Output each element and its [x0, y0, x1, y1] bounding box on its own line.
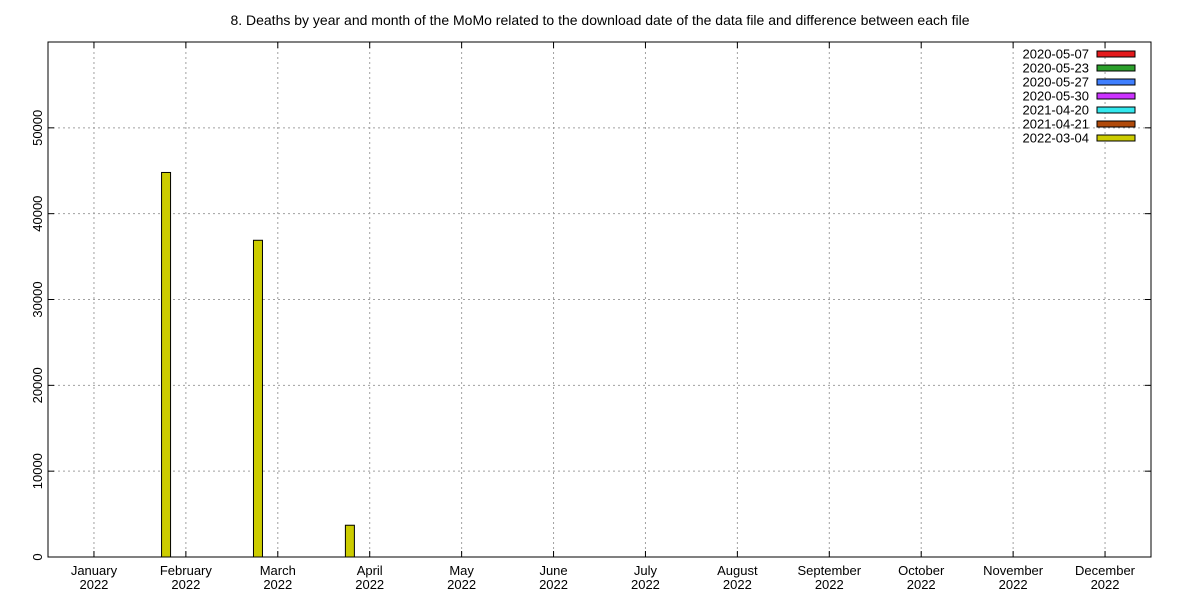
- x-tick-label-year: 2022: [723, 577, 752, 592]
- x-tick-label-month: August: [717, 563, 758, 578]
- x-tick-label-year: 2022: [79, 577, 108, 592]
- x-tick-label-month: November: [983, 563, 1044, 578]
- legend: 2020-05-072020-05-232020-05-272020-05-30…: [1023, 47, 1136, 146]
- x-tick-label-month: December: [1075, 563, 1136, 578]
- plot-border: [47, 41, 1152, 558]
- legend-label: 2021-04-20: [1023, 103, 1090, 118]
- x-tick-label-year: 2022: [171, 577, 200, 592]
- y-tick-label: 30000: [30, 281, 45, 317]
- legend-label: 2020-05-27: [1023, 75, 1090, 90]
- x-tick-label-year: 2022: [815, 577, 844, 592]
- legend-label: 2022-03-04: [1023, 131, 1090, 146]
- x-tick-label-month: February: [160, 563, 213, 578]
- bar-2022-03-04-march: [344, 524, 355, 558]
- grid-lines: [48, 42, 1151, 557]
- x-tick-label-year: 2022: [447, 577, 476, 592]
- legend-swatch: [1096, 50, 1136, 58]
- x-tick-label-month: September: [797, 563, 861, 578]
- legend-swatch: [1096, 134, 1136, 142]
- x-tick-label-year: 2022: [631, 577, 660, 592]
- legend-label: 2020-05-23: [1023, 61, 1090, 76]
- x-tick-label-year: 2022: [539, 577, 568, 592]
- x-tick-label-month: July: [634, 563, 658, 578]
- y-tick-label: 0: [30, 553, 45, 560]
- x-tick-label-year: 2022: [999, 577, 1028, 592]
- legend-label: 2020-05-30: [1023, 89, 1090, 104]
- legend-swatch: [1096, 106, 1136, 114]
- x-tick-label-month: April: [357, 563, 383, 578]
- x-tick-label-year: 2022: [1091, 577, 1120, 592]
- y-tick-label: 40000: [30, 196, 45, 232]
- x-tick-label-year: 2022: [355, 577, 384, 592]
- legend-swatch: [1096, 64, 1136, 72]
- legend-label: 2020-05-07: [1023, 47, 1090, 62]
- y-tick-label: 20000: [30, 367, 45, 403]
- bar-2022-03-04-february: [252, 239, 263, 558]
- chart-title: 8. Deaths by year and month of the MoMo …: [230, 12, 969, 28]
- x-tick-label-year: 2022: [263, 577, 292, 592]
- x-tick-label-month: May: [449, 563, 474, 578]
- legend-label: 2021-04-21: [1023, 117, 1090, 132]
- y-tick-label: 50000: [30, 110, 45, 146]
- bar-2022-03-04-january: [161, 171, 172, 558]
- x-tick-label-month: January: [71, 563, 118, 578]
- axes: 01000020000300004000050000January2022Feb…: [30, 41, 1152, 592]
- x-tick-label-month: June: [539, 563, 567, 578]
- legend-swatch: [1096, 78, 1136, 86]
- x-tick-label-month: March: [260, 563, 296, 578]
- x-tick-label-month: October: [898, 563, 945, 578]
- bars: [161, 171, 355, 558]
- legend-swatch: [1096, 92, 1136, 100]
- legend-swatch: [1096, 120, 1136, 128]
- y-tick-label: 10000: [30, 453, 45, 489]
- x-tick-label-year: 2022: [907, 577, 936, 592]
